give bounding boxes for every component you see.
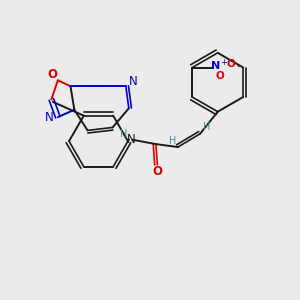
Text: N: N: [211, 61, 220, 71]
Text: H: H: [120, 129, 128, 140]
Text: O: O: [152, 165, 162, 178]
Text: N: N: [129, 75, 138, 88]
Text: H: H: [203, 122, 210, 132]
Text: N: N: [45, 111, 54, 124]
Text: N: N: [128, 133, 136, 146]
Text: O: O: [216, 71, 225, 81]
Text: H: H: [169, 136, 176, 146]
Text: O: O: [47, 68, 58, 81]
Text: +: +: [220, 58, 227, 67]
Text: -: -: [236, 60, 241, 73]
Text: O: O: [226, 59, 235, 69]
